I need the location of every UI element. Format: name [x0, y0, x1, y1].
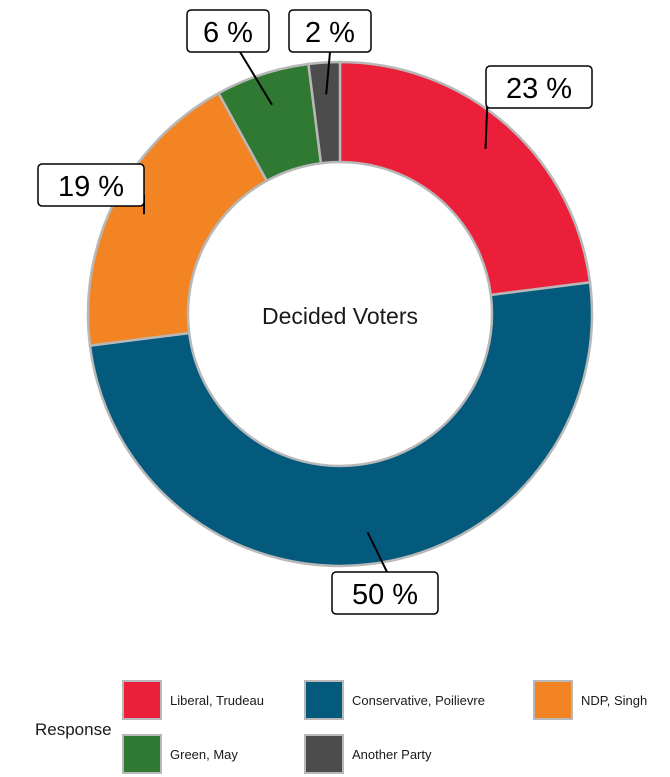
data-label-conservative: 50 % — [352, 579, 418, 611]
legend-label-ndp: NDP, Singh — [581, 693, 647, 708]
legend-swatch-liberal — [122, 680, 162, 720]
data-label-another-party: 2 % — [305, 17, 355, 49]
legend-item-ndp: NDP, Singh — [533, 680, 647, 720]
legend-item-another-party: Another Party — [304, 734, 432, 774]
data-label-liberal: 23 % — [506, 73, 572, 105]
legend-label-conservative: Conservative, Poilievre — [352, 693, 485, 708]
legend-swatch-ndp — [533, 680, 573, 720]
data-label-ndp: 19 % — [58, 171, 124, 203]
center-label: Decided Voters — [262, 303, 418, 329]
legend-title: Response — [35, 720, 112, 740]
legend-item-liberal: Liberal, Trudeau — [122, 680, 264, 720]
legend-swatch-conservative — [304, 680, 344, 720]
legend-item-conservative: Conservative, Poilievre — [304, 680, 485, 720]
legend-swatch-green — [122, 734, 162, 774]
legend-label-another-party: Another Party — [352, 747, 432, 762]
legend-swatch-another-party — [304, 734, 344, 774]
legend-label-green: Green, May — [170, 747, 238, 762]
legend-label-liberal: Liberal, Trudeau — [170, 693, 264, 708]
data-label-green: 6 % — [203, 17, 253, 49]
donut-chart: 23 % 50 % 19 % 6 % 2 % Decided Voters — [0, 0, 670, 640]
legend-item-green: Green, May — [122, 734, 238, 774]
